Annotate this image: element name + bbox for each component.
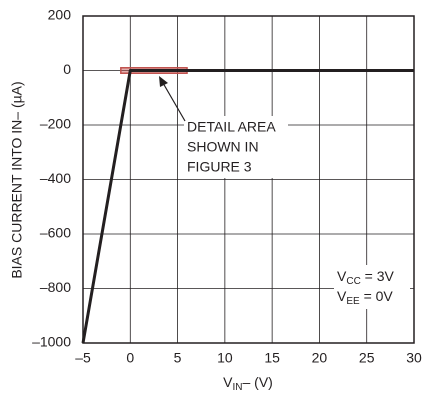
condition-rest: = 3V [361,268,395,284]
x-axis-label-sub: IN [233,382,243,393]
annotation-text: DETAIL AREA [187,119,276,135]
annotation-bg [184,116,288,178]
condition-sub: EE [346,296,360,307]
conditions-bg [334,265,410,309]
condition: VCC = 3V [337,268,395,287]
y-tick-label: –200 [40,116,71,132]
y-tick-label: 0 [63,61,71,77]
x-tick-label: –5 [75,350,91,366]
annotation-arrow [162,82,186,122]
x-tick-label: 25 [359,350,375,366]
x-tick-label: 15 [264,350,280,366]
data-line [81,69,414,344]
arrow-head [159,76,168,87]
plot-frame [82,15,415,344]
condition-rest: = 0V [360,288,394,304]
annotation-text: FIGURE 3 [187,159,252,175]
x-tick-label: 10 [217,350,233,366]
x-axis-label-rest: – (V) [243,374,273,390]
y-tick-label: –400 [40,170,71,186]
y-axis-label: BIAS CURRENT INTO IN– (µA) [9,81,25,278]
x-tick-label: 5 [174,350,182,366]
y-tick-label: –600 [40,225,71,241]
condition: VEE = 0V [337,288,393,307]
x-tick-label: 20 [312,350,328,366]
condition-sub: CC [346,276,360,287]
x-tick-label: 30 [406,350,422,366]
y-tick-label: –1000 [32,334,71,350]
y-tick-label: –800 [40,279,71,295]
condition-main: V [337,268,347,284]
annotation-text: SHOWN IN [187,139,259,155]
y-tick-label: 200 [48,7,72,23]
condition-main: V [337,288,347,304]
x-tick-label: 0 [126,350,134,366]
x-axis-label-main: V [223,374,233,390]
x-axis-label: VIN– (V) [223,374,273,393]
